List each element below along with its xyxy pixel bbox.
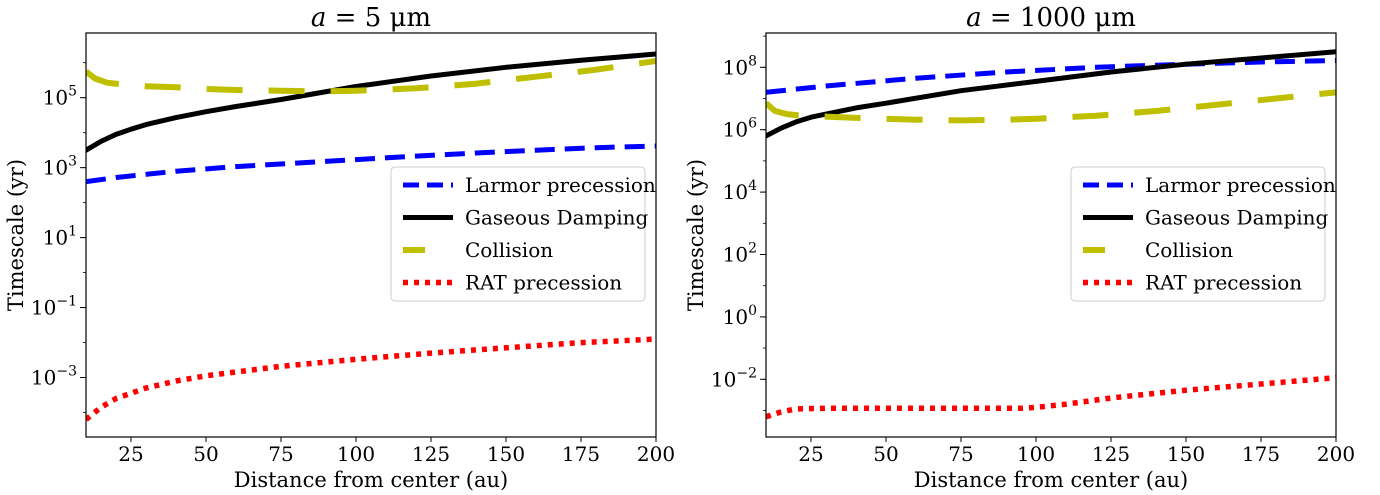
legend-label: Gaseous Damping <box>465 206 649 230</box>
legend: Larmor precession Gaseous Damping Collisio… <box>390 166 656 302</box>
series-line-larmor-precession <box>766 58 1336 95</box>
series-line-collision <box>86 58 656 95</box>
y-tick-mantissa: 10 <box>723 305 748 329</box>
plot-frame <box>765 32 1337 438</box>
title-variable: a <box>966 3 982 33</box>
x-tick-label: 100 <box>337 442 375 466</box>
x-tick-label: 175 <box>562 442 600 466</box>
left-chart-panel: 25 50 75 100 125 150 175 20010510310110−110−3Di… <box>4 3 675 492</box>
y-tick-label: 101 <box>43 224 77 250</box>
series-line-gaseous-damping <box>86 51 656 153</box>
legend-label: Collision <box>1145 238 1233 262</box>
legend-box <box>1070 166 1326 302</box>
x-tick-label: 50 <box>193 442 218 466</box>
series-line-larmor-precession <box>86 143 656 185</box>
plot-frame <box>85 32 657 438</box>
y-tick-mantissa: 10 <box>723 242 748 266</box>
y-tick-label: 10−2 <box>711 365 757 391</box>
chart-title: a = 5 μm <box>311 3 431 33</box>
x-tick-label: 75 <box>948 442 973 466</box>
y-tick-exponent: −3 <box>56 364 77 380</box>
y-tick-exponent: 4 <box>748 178 757 194</box>
y-tick-mantissa: 10 <box>43 86 68 110</box>
x-tick-label: 200 <box>637 442 675 466</box>
y-tick-exponent: −1 <box>56 294 77 310</box>
x-tick-label: 50 <box>873 442 898 466</box>
y-tick-mantissa: 10 <box>723 55 748 79</box>
y-tick-mantissa: 10 <box>31 296 56 320</box>
y-tick-mantissa: 10 <box>43 156 68 180</box>
series-line-rat-precession <box>766 374 1336 420</box>
y-tick-mantissa: 10 <box>31 366 56 390</box>
legend-box <box>390 166 646 302</box>
legend-label: RAT precession <box>1145 271 1302 295</box>
title-variable: a <box>311 3 327 33</box>
y-tick-mantissa: 10 <box>723 118 748 142</box>
x-tick-label: 175 <box>1242 442 1280 466</box>
x-tick-label: 75 <box>268 442 293 466</box>
y-tick-exponent: 5 <box>68 84 77 100</box>
y-axis-label: Timescale (yr) <box>684 159 708 311</box>
x-tick-label: 200 <box>1317 442 1355 466</box>
y-tick-mantissa: 10 <box>723 180 748 204</box>
x-tick-label: 100 <box>1017 442 1055 466</box>
legend-label: Gaseous Damping <box>1145 206 1329 230</box>
x-tick-label: 25 <box>798 442 823 466</box>
title-value: = 1000 μm <box>982 3 1136 33</box>
y-tick-label: 103 <box>43 154 77 180</box>
y-tick-label: 10−1 <box>31 294 77 320</box>
legend-label: Larmor precession <box>465 173 656 197</box>
legend-label: Larmor precession <box>1145 173 1336 197</box>
x-tick-label: 150 <box>1167 442 1205 466</box>
x-tick-label: 25 <box>118 442 143 466</box>
chart-title: a = 1000 μm <box>966 3 1136 33</box>
series-line-collision <box>766 89 1336 124</box>
y-tick-exponent: 3 <box>68 154 77 170</box>
y-tick-label: 105 <box>43 84 77 110</box>
y-tick-exponent: 6 <box>748 116 757 132</box>
y-tick-exponent: 8 <box>748 53 757 69</box>
y-tick-label: 104 <box>723 178 757 204</box>
right-chart-panel: 25 50 75 100 125 150 175 20010810610410210010−2… <box>684 3 1355 492</box>
series-group <box>766 49 1336 420</box>
x-tick-label: 125 <box>1092 442 1130 466</box>
y-tick-exponent: 0 <box>748 303 757 319</box>
y-tick-label: 102 <box>723 240 757 266</box>
legend-label: RAT precession <box>465 271 622 295</box>
series-line-rat-precession <box>86 336 656 422</box>
series-line-gaseous-damping <box>766 49 1336 139</box>
y-tick-exponent: −2 <box>736 365 757 381</box>
y-tick-label: 108 <box>723 53 757 79</box>
title-value: = 5 μm <box>326 3 431 33</box>
x-axis-label: Distance from center (au) <box>914 468 1188 492</box>
y-tick-label: 10−3 <box>31 364 77 390</box>
y-tick-label: 106 <box>723 116 757 142</box>
legend-label: Collision <box>465 238 553 262</box>
y-tick-label: 100 <box>723 303 757 329</box>
y-tick-exponent: 2 <box>748 240 757 256</box>
legend: Larmor precession Gaseous Damping Collisio… <box>1070 166 1336 302</box>
y-axis-label: Timescale (yr) <box>4 159 28 311</box>
y-tick-exponent: 1 <box>68 224 77 240</box>
series-group <box>86 51 656 422</box>
y-tick-mantissa: 10 <box>711 367 736 391</box>
x-tick-label: 150 <box>487 442 525 466</box>
x-tick-label: 125 <box>412 442 450 466</box>
x-axis-label: Distance from center (au) <box>234 468 508 492</box>
y-tick-mantissa: 10 <box>43 226 68 250</box>
